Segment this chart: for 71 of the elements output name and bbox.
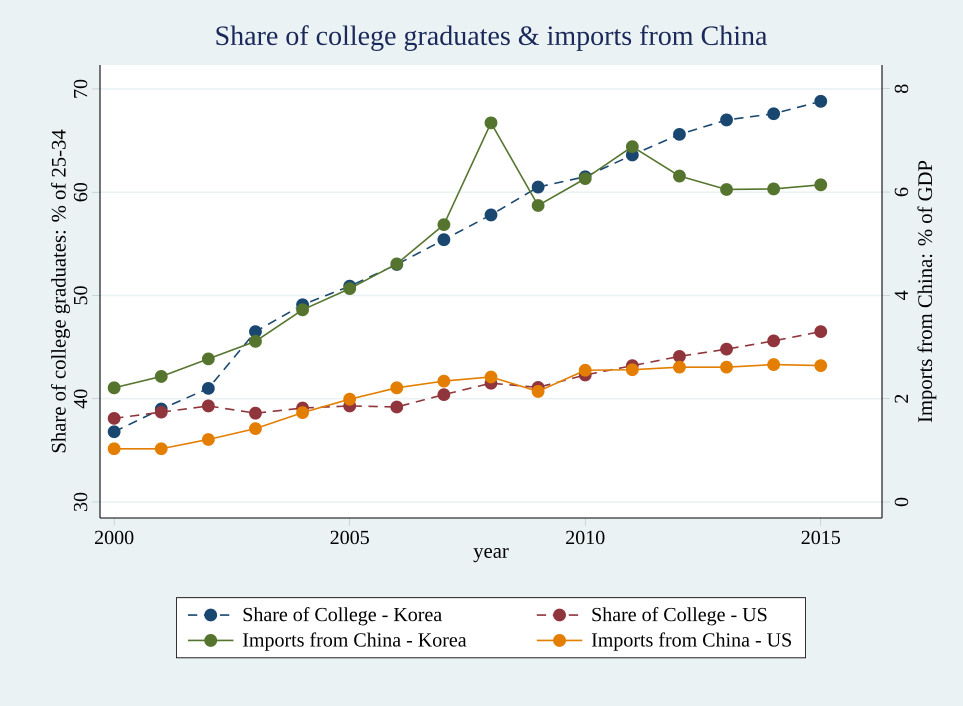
point <box>296 406 309 420</box>
point <box>767 334 780 348</box>
legend-label: Imports from China - Korea <box>243 632 466 651</box>
y-tick-label: 60 <box>74 182 88 202</box>
point <box>626 363 639 376</box>
point <box>154 370 168 383</box>
point <box>532 385 545 398</box>
point <box>296 303 309 316</box>
point <box>484 116 498 130</box>
point <box>390 400 404 414</box>
point <box>484 208 498 222</box>
point <box>108 381 121 394</box>
y-axis-title: Share of college graduates: % of 25-34 <box>50 130 70 452</box>
point <box>202 382 215 395</box>
point <box>249 334 262 348</box>
y2-tick-label: 8 <box>894 84 908 93</box>
point <box>720 114 733 126</box>
x-tick-label: 2010 <box>566 530 604 544</box>
point <box>814 178 828 192</box>
point <box>390 381 404 394</box>
point <box>720 183 733 196</box>
point <box>108 425 121 438</box>
point <box>202 400 215 412</box>
point <box>673 170 686 182</box>
y-tick-label: 40 <box>74 389 88 408</box>
y2-tick-label: 0 <box>894 498 908 506</box>
point <box>673 360 686 374</box>
point <box>673 350 686 363</box>
point <box>437 388 450 401</box>
legend-label: Imports from China - US <box>592 632 791 651</box>
point <box>108 442 121 456</box>
y-tick-label: 30 <box>74 492 88 512</box>
point <box>437 374 450 388</box>
point <box>814 94 828 108</box>
point <box>626 140 639 153</box>
y-tick-label: 70 <box>74 80 88 98</box>
point <box>814 359 828 372</box>
point <box>484 370 498 384</box>
point <box>532 180 545 194</box>
point <box>343 392 356 406</box>
y2-tick-label: 4 <box>894 290 908 300</box>
y2-axis-title: Imports from China: % of GDP <box>917 160 936 422</box>
point <box>720 342 733 356</box>
x-tick-label: 2000 <box>95 530 134 544</box>
point <box>202 352 215 366</box>
y2-tick-label: 2 <box>894 394 908 403</box>
point <box>249 422 262 436</box>
x-tick-label: 2015 <box>802 530 840 544</box>
point <box>108 412 121 425</box>
x-tick-label: 2005 <box>330 530 369 544</box>
point <box>437 233 450 246</box>
legend-label: Share of College - Korea <box>244 607 442 626</box>
point <box>202 433 215 446</box>
point <box>154 406 168 419</box>
point <box>578 364 592 377</box>
point <box>767 107 780 120</box>
point <box>673 128 686 141</box>
y-tick-label: 50 <box>74 286 88 304</box>
chart-title: Share of college graduates & imports from China <box>216 25 768 51</box>
point <box>249 406 262 420</box>
legend-label: Share of College - US <box>592 607 766 626</box>
point <box>720 360 733 374</box>
point <box>767 182 780 196</box>
point <box>767 358 780 371</box>
point <box>154 442 168 456</box>
x-axis-title: year <box>473 548 509 562</box>
point <box>343 282 356 296</box>
point <box>814 325 828 338</box>
point <box>532 199 545 212</box>
point <box>437 218 450 231</box>
y2-tick-label: 6 <box>894 188 908 196</box>
